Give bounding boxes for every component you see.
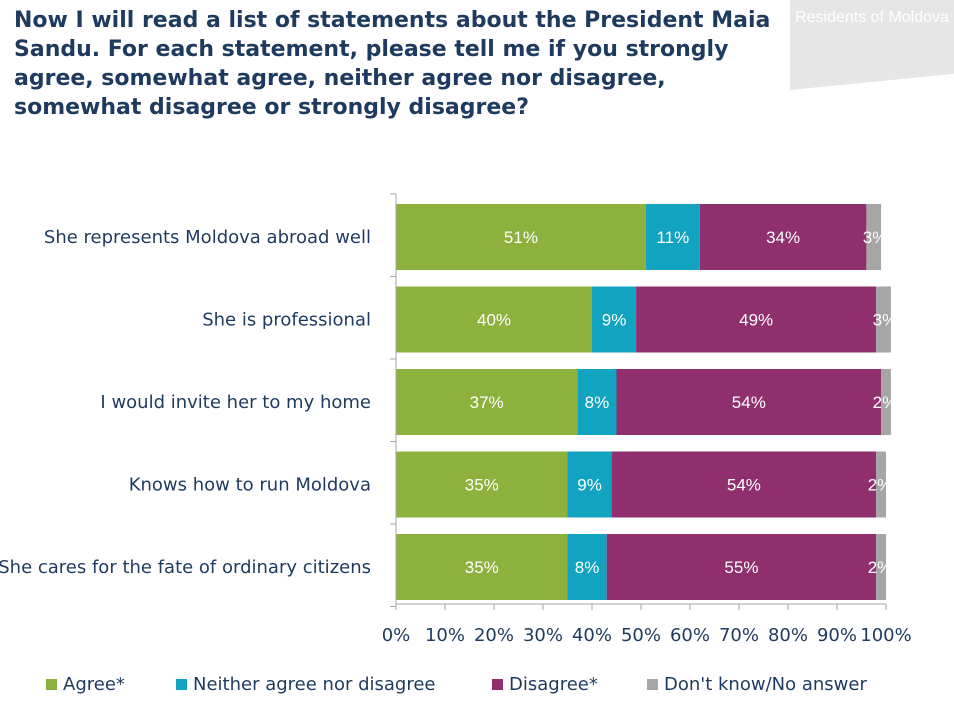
data-label: 2% xyxy=(873,393,898,412)
data-label: 9% xyxy=(577,476,602,495)
bar-segment-disagree xyxy=(636,286,877,353)
bar-segment-neither-agree-nor-disagree xyxy=(567,534,607,600)
data-label: 3% xyxy=(863,228,888,247)
data-label: 34% xyxy=(766,228,800,247)
category-label: Knows how to run Moldova xyxy=(129,475,371,496)
legend-item-neither: Neither agree nor disagree xyxy=(176,674,436,695)
bar-segment-don-t-know-no-answer xyxy=(881,369,891,435)
data-label: 40% xyxy=(477,311,511,330)
legend-item-dont-know: Don't know/No answer xyxy=(647,674,867,695)
bar-segment-neither-agree-nor-disagree xyxy=(577,369,617,435)
x-tick-label: 40% xyxy=(572,625,612,646)
stacked-bar-chart: She represents Moldova abroad well 51% 11%… xyxy=(0,193,912,646)
legend-label-neither: Neither agree nor disagree xyxy=(193,674,436,695)
bar-segment-don-t-know-no-answer xyxy=(876,451,886,518)
chart-title: Now I will read a list of statements abo… xyxy=(14,8,771,120)
x-tick-label: 70% xyxy=(719,625,759,646)
chart-legend: Agree* Neither agree nor disagree Disagr… xyxy=(0,674,954,698)
data-label: 35% xyxy=(465,558,499,577)
bar-segment-don-t-know-no-answer xyxy=(876,534,886,600)
category-label: She is professional xyxy=(202,310,371,331)
category-label: She represents Moldova abroad well xyxy=(44,227,371,248)
data-label: 54% xyxy=(727,476,761,495)
data-label: 8% xyxy=(575,558,600,577)
bar-segment-neither-agree-nor-disagree xyxy=(567,451,612,518)
legend-swatch-dont-know xyxy=(647,679,658,690)
data-label: 2% xyxy=(868,558,893,577)
x-tick-label: 80% xyxy=(768,625,808,646)
x-tick-label: 0% xyxy=(382,625,411,646)
bar-segment-disagree xyxy=(616,369,882,435)
data-label: 11% xyxy=(656,228,689,247)
bar-segment-disagree xyxy=(699,204,867,270)
legend-label-dont-know: Don't know/No answer xyxy=(664,674,867,695)
bar-segment-disagree xyxy=(611,451,877,518)
legend-label-agree: Agree* xyxy=(63,674,125,695)
data-label: 54% xyxy=(732,393,766,412)
data-label: 51% xyxy=(504,228,538,247)
x-tick-label: 50% xyxy=(621,625,661,646)
legend-swatch-neither xyxy=(176,679,187,690)
data-label: 55% xyxy=(724,558,758,577)
audience-badge-label: Residents of Moldova xyxy=(795,9,949,26)
legend-label-disagree: Disagree* xyxy=(509,674,598,695)
x-tick-label: 10% xyxy=(425,625,465,646)
bar-segment-agree xyxy=(396,204,646,270)
bar-segment-agree xyxy=(396,369,578,435)
x-tick-label: 20% xyxy=(474,625,514,646)
bar-segment-neither-agree-nor-disagree xyxy=(592,286,637,353)
category-label: She cares for the fate of ordinary citiz… xyxy=(0,557,371,578)
data-label: 37% xyxy=(470,393,504,412)
bar-segment-don-t-know-no-answer xyxy=(866,204,882,270)
x-tick-label: 30% xyxy=(523,625,563,646)
legend-swatch-disagree xyxy=(492,679,503,690)
category-label: I would invite her to my home xyxy=(100,392,371,413)
legend-swatch-agree xyxy=(46,679,57,690)
x-tick-label: 100% xyxy=(860,625,911,646)
data-label: 3% xyxy=(873,311,898,330)
bar-segment-agree xyxy=(396,286,592,353)
audience-badge: Residents of Moldova xyxy=(790,0,954,90)
data-label: 9% xyxy=(602,311,627,330)
bar-segment-disagree xyxy=(606,534,877,600)
data-label: 8% xyxy=(585,393,610,412)
legend-item-agree: Agree* xyxy=(46,674,125,695)
data-label: 2% xyxy=(868,476,893,495)
legend-item-disagree: Disagree* xyxy=(492,674,598,695)
data-label: 35% xyxy=(465,476,499,495)
x-tick-label: 60% xyxy=(670,625,710,646)
data-label: 49% xyxy=(739,311,773,330)
bar-segment-agree xyxy=(396,534,568,600)
x-tick-label: 90% xyxy=(817,625,857,646)
bar-segment-neither-agree-nor-disagree xyxy=(645,204,700,270)
bar-segment-agree xyxy=(396,451,568,518)
bar-segment-don-t-know-no-answer xyxy=(876,286,891,353)
